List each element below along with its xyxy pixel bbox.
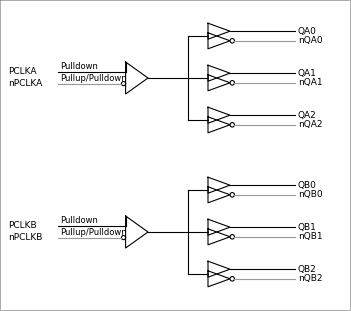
- Text: nPCLKB: nPCLKB: [8, 234, 42, 243]
- Text: Pullup/Pulldown: Pullup/Pulldown: [60, 228, 127, 237]
- Text: nQB0: nQB0: [298, 190, 323, 199]
- Text: QB2: QB2: [298, 265, 317, 274]
- Text: nQB1: nQB1: [298, 232, 323, 241]
- Text: Pullup/Pulldown: Pullup/Pulldown: [60, 74, 127, 83]
- Text: QB1: QB1: [298, 223, 317, 232]
- Text: QA1: QA1: [298, 69, 317, 78]
- Text: PCLKA: PCLKA: [8, 67, 37, 77]
- Text: QA0: QA0: [298, 27, 317, 36]
- Text: nPCLKA: nPCLKA: [8, 80, 42, 89]
- Text: Pulldown: Pulldown: [60, 62, 98, 71]
- Text: nQA1: nQA1: [298, 78, 323, 87]
- Text: PCLKB: PCLKB: [8, 221, 37, 230]
- Text: QB0: QB0: [298, 181, 317, 190]
- Text: nQA2: nQA2: [298, 120, 323, 129]
- Text: Pulldown: Pulldown: [60, 216, 98, 225]
- Text: nQB2: nQB2: [298, 274, 323, 283]
- Text: QA2: QA2: [298, 111, 317, 120]
- Text: nQA0: nQA0: [298, 36, 323, 45]
